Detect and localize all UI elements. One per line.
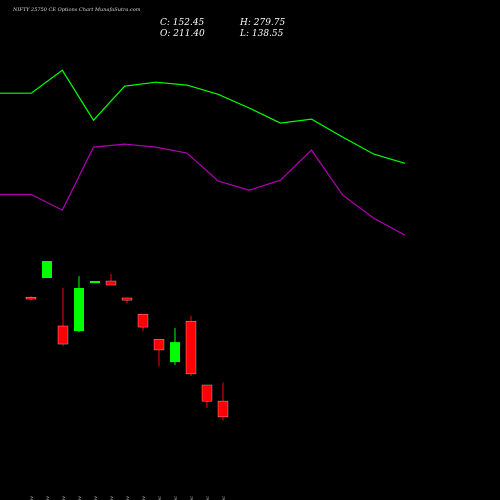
candle-body (201, 384, 213, 402)
candle-body (57, 325, 69, 345)
x-tick-label: 22 Nov (61, 496, 67, 500)
x-tick-label: 28 Nov (125, 496, 131, 500)
indicator-line (0, 69, 406, 164)
candle-body (121, 297, 133, 301)
candle-body (217, 400, 229, 418)
candle-body (74, 288, 84, 332)
x-tick-label: 04 Dec (189, 496, 195, 500)
x-tick-label: 10 Dec (221, 496, 227, 500)
open-label: O: 211.40 (160, 29, 205, 39)
x-tick-label: 29 Nov (141, 496, 147, 500)
low-label: L: 138.55 (239, 29, 284, 39)
x-tick-label: 06 Dec (205, 496, 211, 500)
chart-title: NIFTY 25750 CE Options Chart MunafaSutra… (12, 7, 141, 13)
x-tick-label: 27 Nov (109, 496, 115, 500)
x-tick-label: 25 Nov (77, 496, 83, 500)
candle-body (25, 297, 37, 300)
x-tick-label: 26 Nov (93, 496, 99, 500)
candle-body (105, 280, 117, 286)
close-label: C: 152.45 (160, 18, 205, 28)
x-tick-label: 02 Dec (157, 496, 163, 500)
candle-body (90, 280, 100, 284)
high-label: H: 279.75 (239, 18, 286, 28)
candle-body (153, 339, 165, 351)
candle-body (137, 313, 149, 328)
candle-body (42, 261, 52, 279)
candle-body (185, 320, 197, 375)
candle-body (170, 342, 180, 363)
x-tick-label: 03 Dec (173, 496, 179, 500)
x-tick-label: 20 Nov (45, 496, 51, 500)
x-tick-label: 19 Nov (29, 496, 35, 500)
indicator-line (0, 143, 406, 236)
